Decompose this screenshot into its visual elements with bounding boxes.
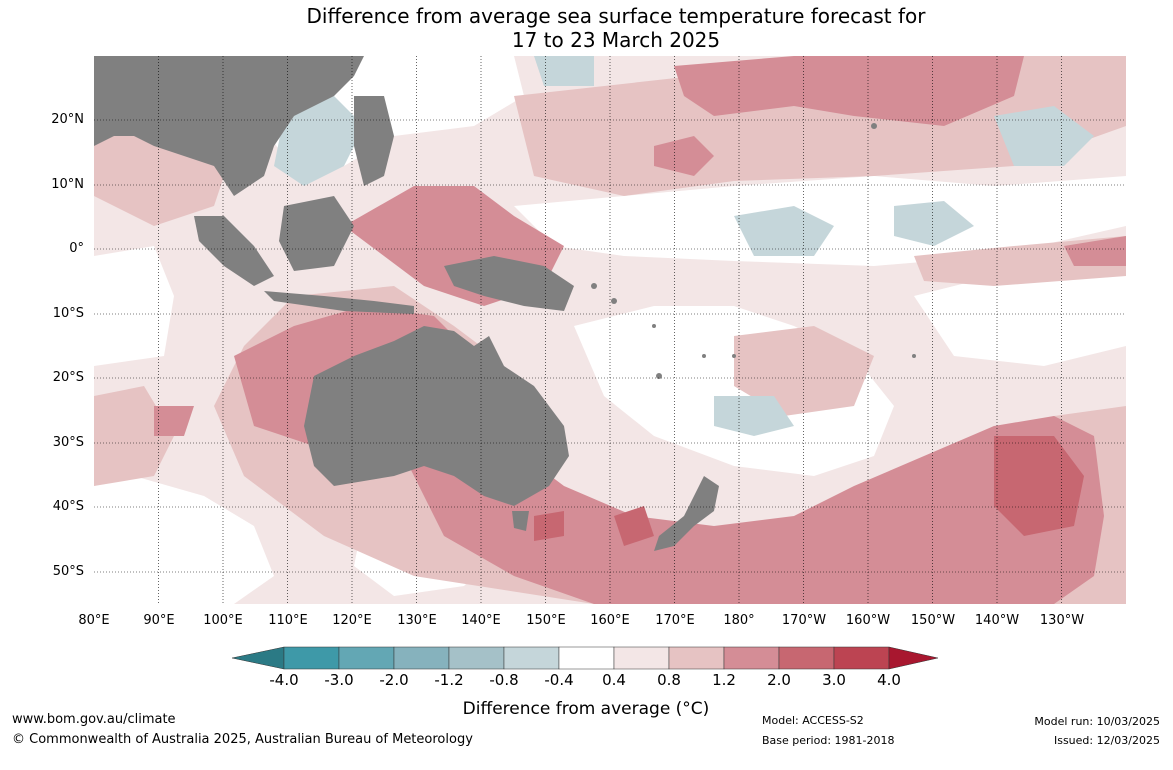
model-name: Model: ACCESS-S2 [762, 714, 864, 727]
colorbar-tick-label: -1.2 [434, 671, 464, 689]
lat-label-10s: 10°S [52, 306, 84, 321]
website-link[interactable]: www.bom.gov.au/climate [12, 712, 176, 727]
colorbar-segment [833, 646, 890, 670]
java [264, 291, 414, 314]
lon-label-140w: 140°W [974, 613, 1020, 628]
asia-landmass [94, 56, 364, 196]
colorbar-segment [448, 646, 505, 670]
philippines [354, 96, 394, 186]
lon-label-160w: 160°W [845, 613, 891, 628]
lat-label-30s: 30°S [52, 435, 84, 450]
colorbar-tick-label: -0.4 [544, 671, 574, 689]
colorbar-tick-label: -2.0 [379, 671, 409, 689]
lon-label-170e: 170°E [655, 613, 695, 628]
sumatra [194, 216, 274, 286]
colorbar-high-extend [888, 646, 939, 670]
graticule [94, 56, 1126, 604]
lat-label-50s: 50°S [52, 564, 84, 579]
lat-label-20s: 20°S [52, 370, 84, 385]
lon-label-150w: 150°W [910, 613, 956, 628]
sst-anomaly-map [94, 56, 1126, 604]
lon-label-140e: 140°E [461, 613, 501, 628]
colorbar-segment [338, 646, 395, 670]
colorbar-tick-label: -0.8 [489, 671, 519, 689]
tasmania [512, 511, 529, 531]
colorbar [232, 646, 939, 670]
colorbar-segment [613, 646, 670, 670]
lon-label-80e: 80°E [78, 613, 110, 628]
lon-label-90e: 90°E [143, 613, 175, 628]
colorbar-tick-label: 4.0 [877, 671, 901, 689]
colorbar-low-extend [232, 646, 285, 670]
base-period: Base period: 1981-2018 [762, 734, 895, 747]
lat-label-20n: 20°N [51, 112, 84, 127]
lat-label-equator: 0° [69, 241, 84, 256]
lat-label-10n: 10°N [51, 177, 84, 192]
lon-label-110e: 110°E [268, 613, 308, 628]
colorbar-segment [668, 646, 725, 670]
new-zealand [654, 476, 719, 551]
title-line-1: Difference from average sea surface temp… [306, 4, 926, 28]
colorbar-tick-label: -3.0 [324, 671, 354, 689]
colorbar-tick-label: 0.4 [602, 671, 626, 689]
issued-date: Issued: 12/03/2025 [1053, 734, 1160, 747]
lon-label-150e: 150°E [526, 613, 566, 628]
land-masses [94, 56, 916, 551]
lon-label-130e: 130°E [397, 613, 437, 628]
cool-anomaly-areas [274, 56, 1094, 436]
model-run-date: Model run: 10/03/2025 [1034, 715, 1160, 728]
lon-label-170w: 170°W [781, 613, 827, 628]
colorbar-tick-label: 2.0 [767, 671, 791, 689]
colorbar-segment [558, 646, 615, 670]
colorbar-segment [393, 646, 450, 670]
colorbar-segment [503, 646, 560, 670]
title-line-2: 17 to 23 March 2025 [511, 28, 721, 52]
colorbar-segment [283, 646, 340, 670]
copyright-notice: © Commonwealth of Australia 2025, Austra… [12, 732, 473, 747]
colorbar-tick-label: 1.2 [712, 671, 736, 689]
lon-label-100e: 100°E [203, 613, 243, 628]
lon-label-160e: 160°E [590, 613, 630, 628]
colorbar-segment [778, 646, 835, 670]
lat-label-40s: 40°S [52, 499, 84, 514]
colorbar-tick-label: 3.0 [822, 671, 846, 689]
borneo [279, 196, 354, 271]
colorbar-tick-label: -4.0 [269, 671, 299, 689]
new-guinea [444, 256, 574, 311]
lon-label-130w: 130°W [1039, 613, 1085, 628]
australia [304, 326, 569, 506]
colorbar-segment [723, 646, 780, 670]
lon-label-120e: 120°E [332, 613, 372, 628]
lon-label-180: 180° [723, 613, 755, 628]
colorbar-tick-label: 0.8 [657, 671, 681, 689]
colorbar-title: Difference from average (°C) [462, 699, 710, 719]
